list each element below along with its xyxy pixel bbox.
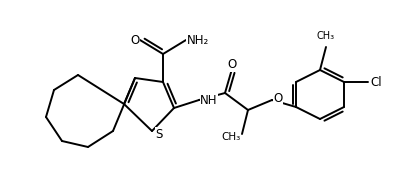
Text: Cl: Cl <box>370 76 382 88</box>
Text: O: O <box>273 93 282 105</box>
Text: CH₃: CH₃ <box>317 31 335 41</box>
Text: NH: NH <box>200 93 218 107</box>
Text: O: O <box>131 33 140 47</box>
Text: CH₃: CH₃ <box>221 132 241 142</box>
Text: S: S <box>155 127 163 141</box>
Text: O: O <box>228 59 237 71</box>
Text: NH₂: NH₂ <box>187 33 209 47</box>
